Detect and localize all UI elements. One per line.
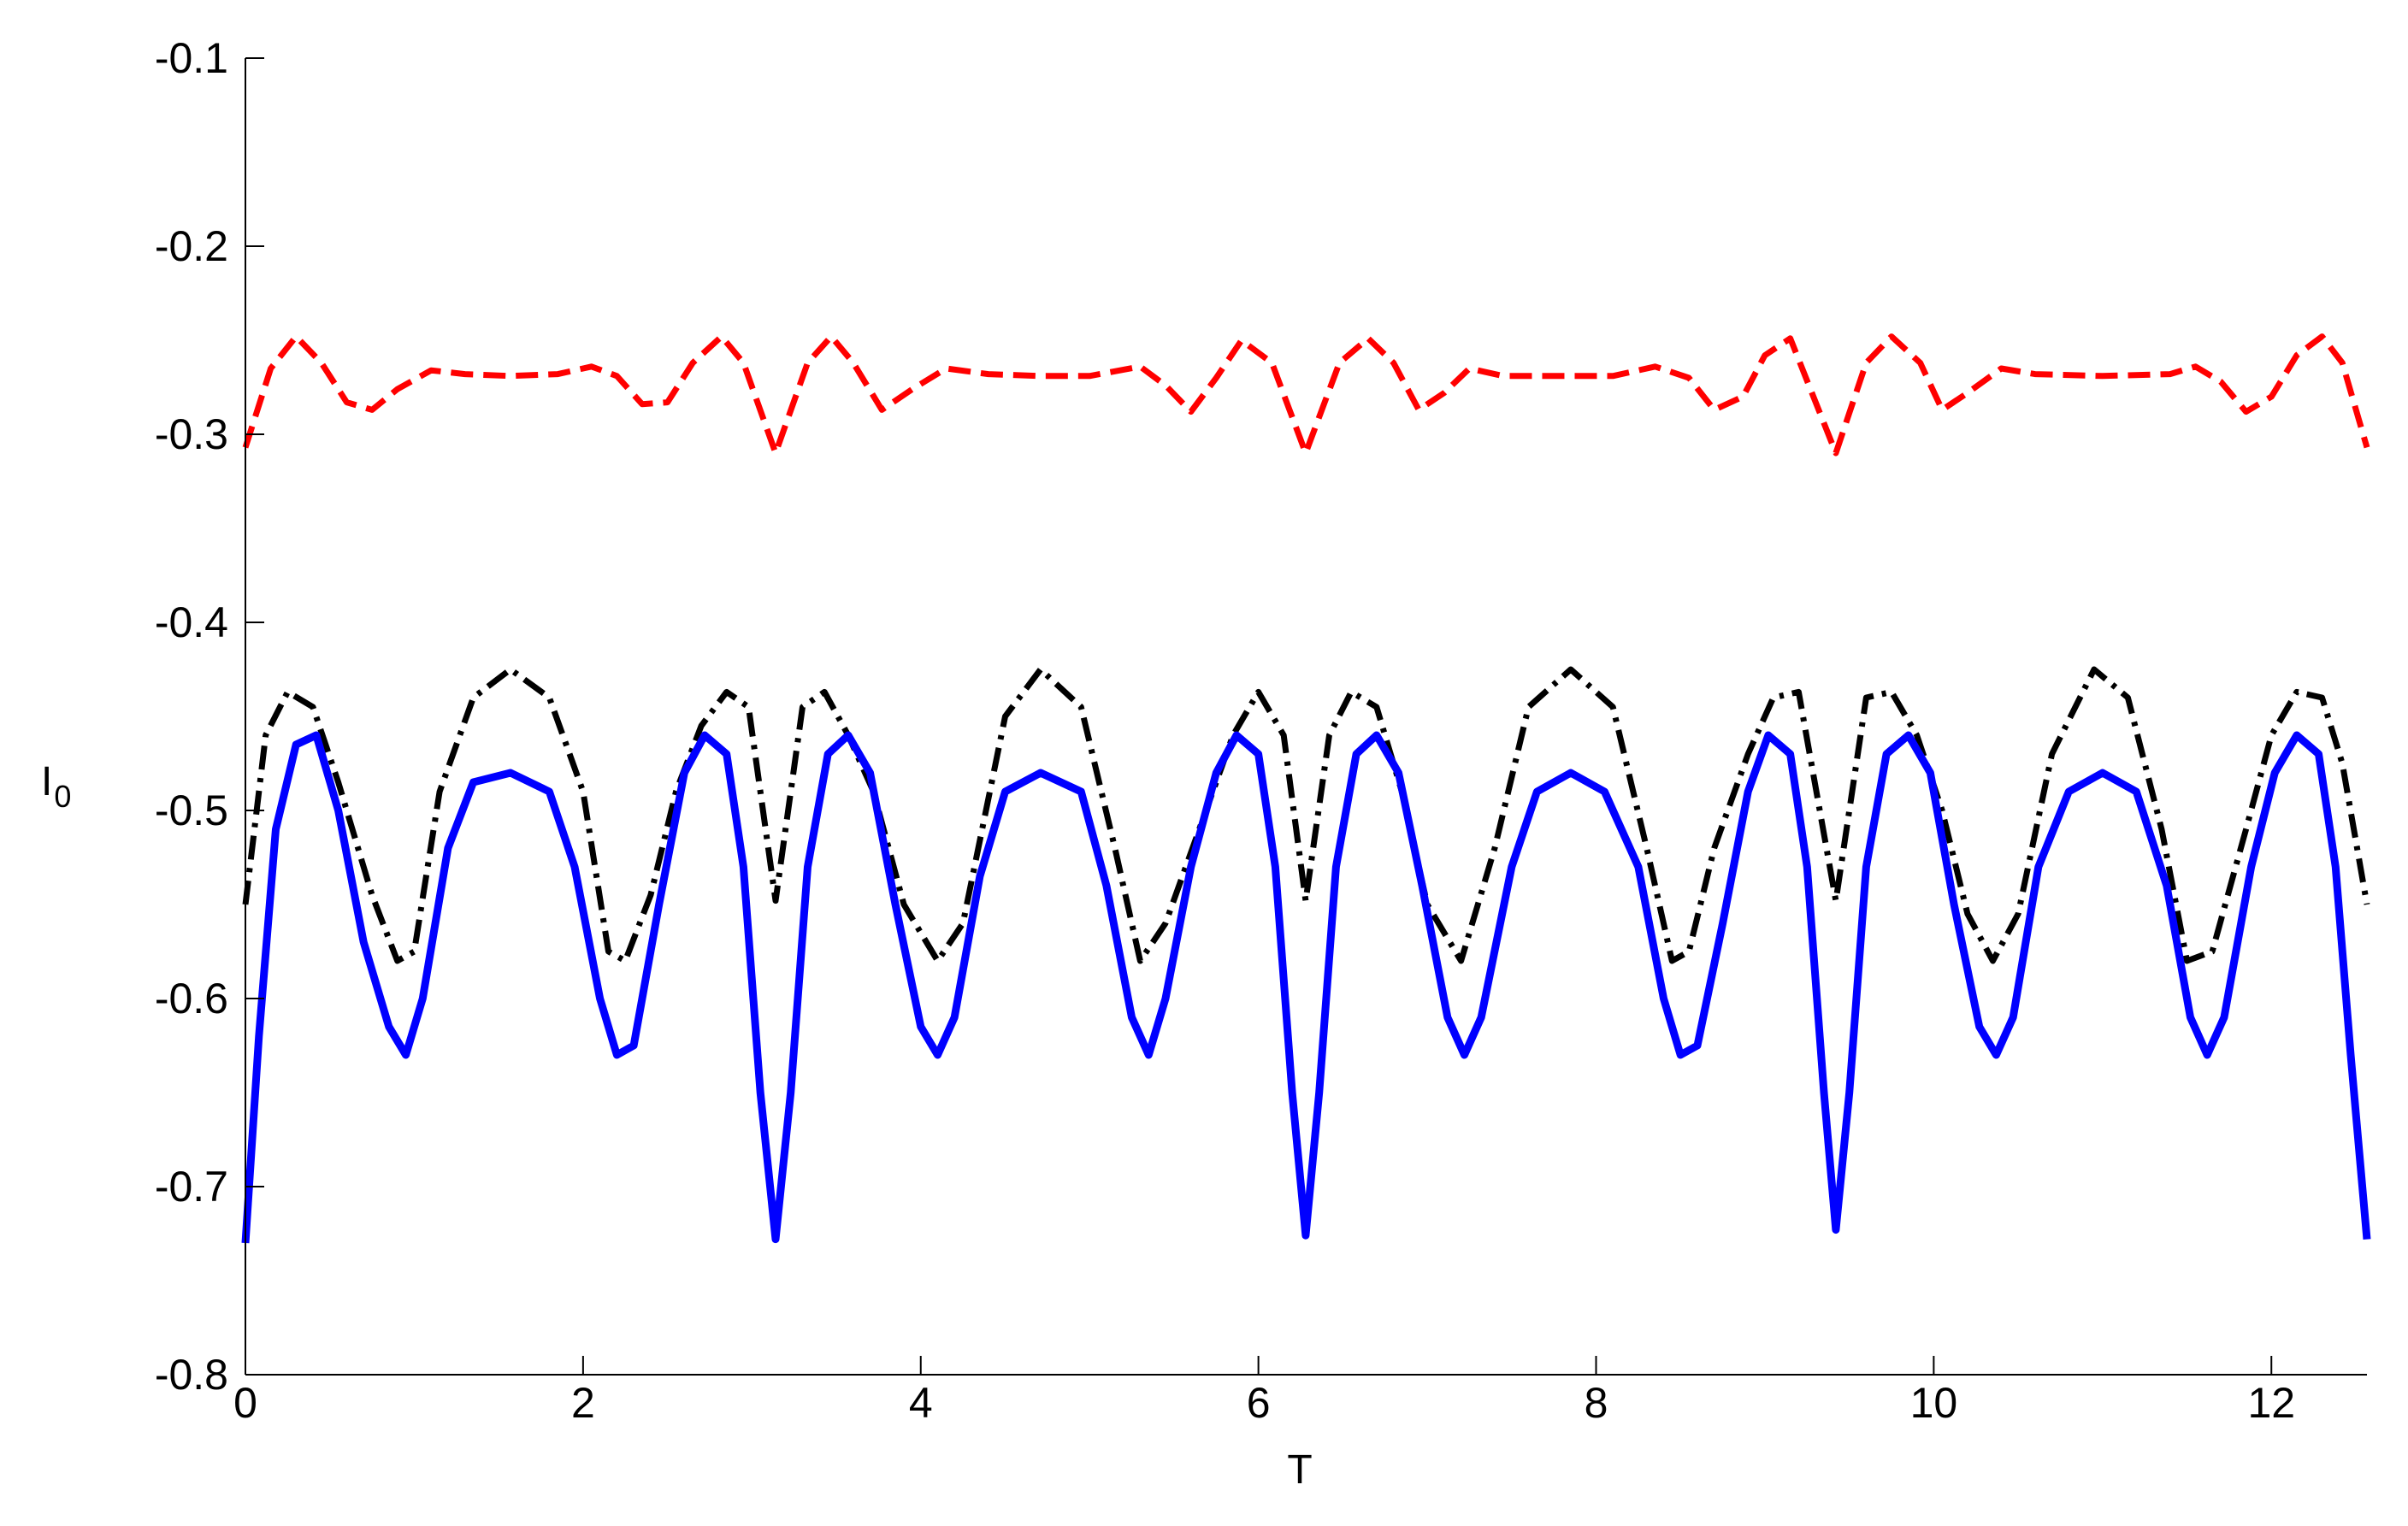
x-tick-label: 8 — [1585, 1379, 1608, 1427]
y-tick-label: -0.6 — [155, 975, 228, 1022]
y-tick-label: -0.2 — [155, 222, 228, 270]
y-tick-label: -0.3 — [155, 410, 228, 458]
x-axis-ticks: 0 2 4 6 8 10 12 — [233, 1356, 2295, 1427]
x-tick-label: 0 — [233, 1379, 257, 1427]
y-tick-label: -0.4 — [155, 598, 228, 646]
x-tick-label: 12 — [2247, 1379, 2295, 1427]
y-tick-label: -0.5 — [155, 787, 228, 834]
x-tick-label: 4 — [909, 1379, 933, 1427]
x-tick-label: 2 — [571, 1379, 595, 1427]
y-tick-label: -0.1 — [155, 34, 228, 82]
y-axis-ticks: -0.8 -0.7 -0.6 -0.5 -0.4 -0.3 -0.2 -0.1 — [155, 34, 264, 1399]
x-tick-label: 10 — [1910, 1379, 1958, 1427]
series-line-solid — [241, 731, 2371, 1244]
y-tick-label: -0.7 — [155, 1163, 228, 1211]
y-tick-label: -0.8 — [155, 1351, 228, 1399]
x-tick-label: 6 — [1247, 1379, 1271, 1427]
series-line-dash-dot — [242, 666, 2370, 964]
y-axis-title-main: I — [41, 759, 52, 804]
y-axis-title: I0 — [41, 759, 71, 814]
series-line-dashed — [242, 333, 2370, 457]
y-axis-title-subscript: 0 — [54, 779, 71, 814]
x-axis-title: T — [1287, 1447, 1312, 1493]
series-layer — [241, 333, 2371, 1244]
